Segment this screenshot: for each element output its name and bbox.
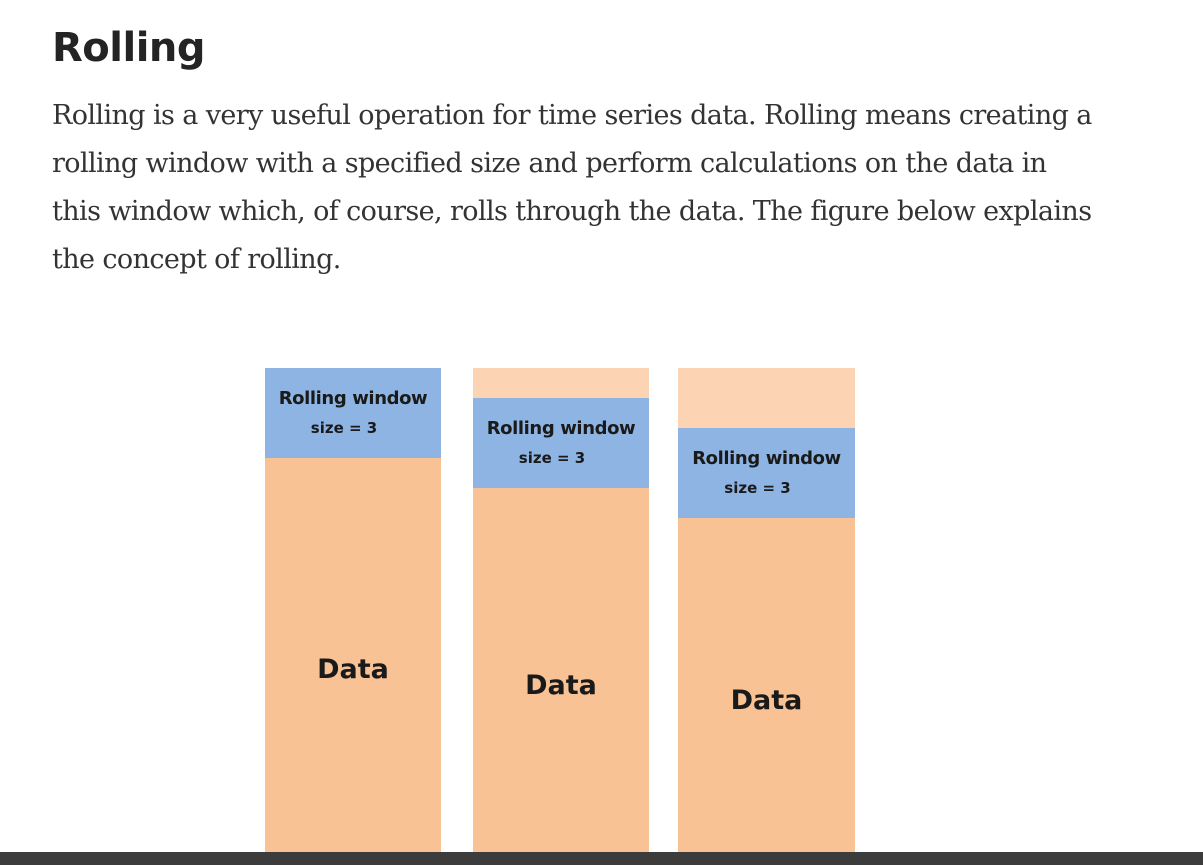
data-label: Data <box>525 670 597 701</box>
rolling-window-box: Rolling window size = 3 <box>678 428 855 518</box>
rolling-window-size: size = 3 <box>310 419 378 437</box>
rolling-window-title: Rolling window <box>692 448 841 469</box>
rolled-past-region <box>473 368 649 398</box>
rolling-window-size: size = 3 <box>724 479 791 497</box>
rolling-window-title: Rolling window <box>278 388 428 409</box>
section-heading: Rolling <box>52 25 206 71</box>
figure-column-3: Rolling window size = 3 Data <box>678 368 855 852</box>
data-label: Data <box>317 654 389 685</box>
rolling-window-title: Rolling window <box>486 418 636 439</box>
rolling-window-box: Rolling window size = 3 <box>265 368 441 458</box>
figure-column-2: Rolling window size = 3 Data <box>473 368 649 852</box>
data-label: Data <box>730 685 803 716</box>
figure-column-1: Rolling window size = 3 Data <box>265 368 441 852</box>
rolling-window-size: size = 3 <box>518 449 586 467</box>
rolling-window-box: Rolling window size = 3 <box>473 398 649 488</box>
section-paragraph: Rolling is a very useful operation for t… <box>52 100 1092 275</box>
rolled-past-region <box>678 368 855 428</box>
bottom-taskbar <box>0 852 1203 865</box>
